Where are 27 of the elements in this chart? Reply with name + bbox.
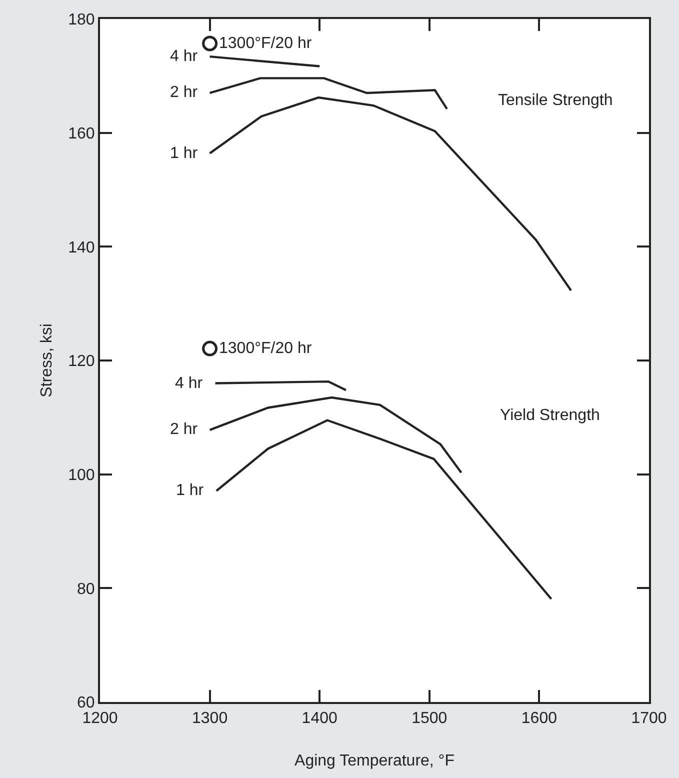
x-tick-label: 1600	[521, 710, 558, 728]
y-tick-label: 120	[68, 353, 95, 370]
x-tick-label: 1200	[82, 710, 118, 728]
series-label: 4 hr	[175, 375, 204, 392]
x-tick-label: 1500	[412, 710, 448, 728]
y-tick-label: 180	[68, 12, 95, 29]
y-tick-label: 160	[68, 125, 95, 142]
y-tick-label: 100	[68, 466, 95, 484]
series-label: 2 hr	[170, 421, 198, 438]
y-tick-label: 140	[68, 239, 95, 256]
annotation: Yield Strength	[500, 407, 600, 424]
x-tick-label: 1300	[192, 710, 228, 728]
y-axis-title: Stress, ksi	[38, 324, 56, 398]
x-tick-label: 1400	[302, 710, 338, 728]
annotation: Tensile Strength	[498, 92, 613, 109]
line-series	[208, 396, 462, 474]
series-label: 1 hr	[170, 145, 198, 162]
y-tick-label: 80	[77, 580, 95, 598]
series-label: 2 hr	[170, 84, 198, 101]
x-axis-title: Aging Temperature, °F	[294, 752, 455, 770]
series-label: 1300°F/20 hr	[219, 340, 312, 357]
series-label: 1 hr	[176, 482, 204, 499]
legend-label: 4 hr	[170, 48, 198, 65]
y-tick-label: 60	[77, 694, 95, 712]
line-series	[208, 77, 448, 110]
legend-label: 1300°F/20 hr	[219, 35, 312, 52]
x-tick-label: 1700	[631, 710, 667, 728]
